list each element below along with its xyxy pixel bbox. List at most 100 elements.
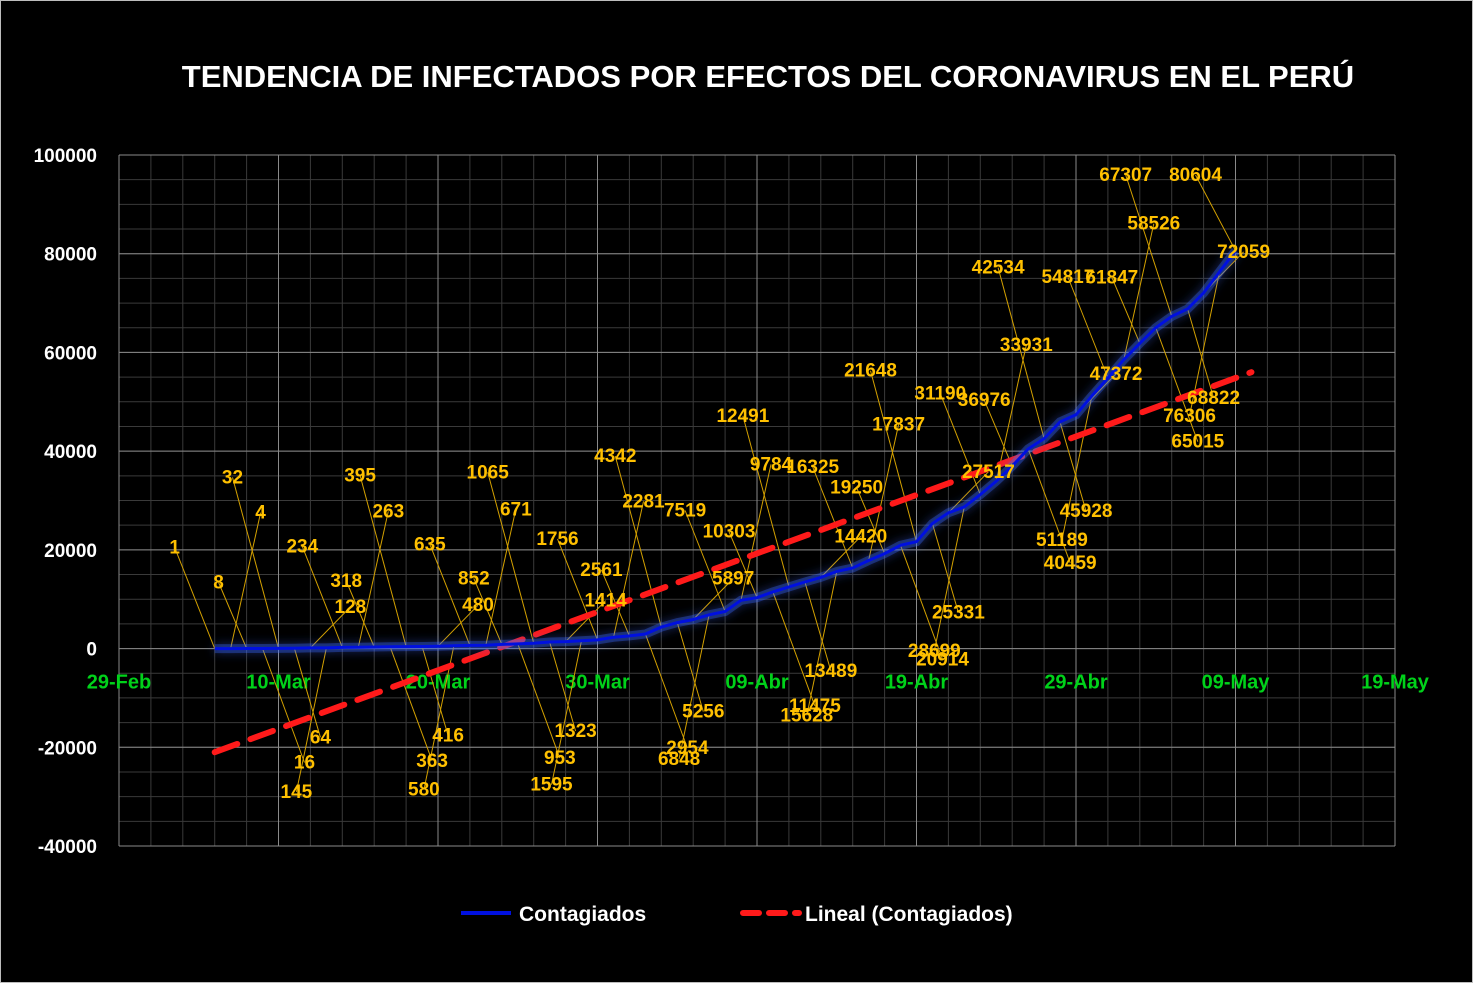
y-axis-ticks: 100000 80000 60000 40000 20000 0 -20000 -40000 [34, 146, 97, 858]
data-label: 14420 [834, 526, 887, 547]
y-tick-label: -40000 [38, 837, 97, 858]
y-tick-label: 20000 [44, 541, 97, 562]
data-label: 2561 [580, 560, 623, 581]
data-label: 61847 [1085, 267, 1138, 288]
legend-label-lineal: Lineal (Contagiados) [805, 903, 1013, 926]
data-label-leader [218, 582, 248, 649]
data-label-leader [644, 633, 688, 749]
data-label: 17837 [872, 415, 925, 436]
data-label: 2281 [622, 491, 665, 512]
data-label-leader [728, 531, 758, 598]
data-label: 1323 [554, 721, 596, 742]
data-label-leader [359, 475, 407, 647]
data-label-leader [856, 487, 886, 554]
data-label-leader [1125, 174, 1173, 317]
data-label-leader [232, 477, 279, 649]
data-label-leader [174, 547, 216, 649]
data-label-leader [804, 581, 832, 672]
x-tick-label: 10-Mar [246, 672, 311, 694]
y-tick-label: -20000 [38, 738, 97, 759]
x-tick-label: 30-Mar [565, 672, 630, 694]
data-label-leader [473, 578, 503, 645]
data-label-leader-lines [174, 174, 1244, 793]
data-label: 33931 [1000, 335, 1053, 356]
data-label: 363 [416, 751, 448, 772]
data-label: 4 [255, 503, 266, 524]
data-label: 28699 [908, 641, 961, 662]
data-label: 58526 [1127, 214, 1180, 235]
data-label: 40459 [1044, 553, 1097, 574]
data-label-leader [613, 501, 644, 638]
data-label: 852 [458, 568, 490, 589]
x-tick-label: 09-Abr [725, 672, 789, 694]
x-tick-label: 29-Feb [87, 672, 151, 694]
data-label-leader [995, 344, 1027, 482]
data-label: 13489 [804, 661, 857, 682]
y-tick-label: 40000 [44, 442, 97, 463]
x-tick-label: 20-Mar [406, 672, 471, 694]
data-label-leader [429, 544, 471, 646]
data-label: 7519 [664, 501, 706, 522]
data-label: 145 [281, 782, 313, 803]
data-label-leader [684, 510, 726, 612]
data-label: 20914 [916, 649, 969, 670]
data-label: 8 [213, 573, 224, 594]
data-label: 9784 [750, 454, 793, 475]
data-label: 51189 [1036, 530, 1088, 551]
data-label: 25331 [932, 603, 985, 624]
series-line-lineal-contagiados [211, 369, 1255, 756]
data-label-leader [565, 600, 606, 642]
legend: Contagiados Lineal (Contagiados) [461, 903, 1013, 926]
data-label-leader [557, 538, 598, 641]
data-label: 31190 [914, 384, 966, 405]
data-label: 72059 [1217, 242, 1270, 263]
y-tick-label: 60000 [44, 343, 97, 364]
data-labels: 1 4 8 16 32 64 128 145 234 263 318 363 395 416 480 580 6… [169, 165, 1270, 803]
x-tick-label: 09-May [1202, 672, 1271, 694]
data-label-leader [423, 645, 455, 790]
data-label: 47372 [1090, 364, 1143, 385]
data-label-leader [549, 641, 577, 732]
data-label: 42534 [972, 258, 1025, 279]
x-tick-label: 29-Abr [1044, 672, 1108, 694]
data-label-leader [868, 424, 900, 561]
data-label: 65015 [1171, 432, 1224, 453]
data-label-leader [870, 370, 917, 542]
data-label-leader [692, 578, 734, 620]
data-label: 416 [432, 726, 464, 747]
data-label: 80604 [1169, 165, 1222, 186]
data-label: 480 [462, 595, 494, 616]
data-label-leader [301, 546, 343, 648]
data-label: 128 [335, 597, 367, 618]
data-label-leader [1195, 174, 1236, 251]
data-label-leader [345, 580, 375, 648]
data-label-leader [740, 464, 772, 601]
data-label: 5897 [712, 569, 754, 590]
data-label: 6848 [658, 749, 700, 770]
y-tick-label: 100000 [34, 146, 97, 167]
data-label-leader [517, 643, 561, 759]
y-tick-label: 80000 [44, 245, 97, 266]
data-label-leader [812, 466, 854, 569]
data-label: 953 [544, 748, 576, 769]
series-lines [211, 247, 1255, 756]
data-label-leader [939, 393, 981, 495]
data-label-leader [1187, 308, 1215, 399]
major-grid [118, 154, 1396, 847]
data-label-leader [485, 509, 517, 646]
data-label: 1065 [467, 462, 510, 483]
data-label: 54817 [1041, 267, 1094, 288]
legend-label-contagiados: Contagiados [519, 903, 646, 926]
data-label-leader [1155, 327, 1199, 442]
data-label: 1595 [530, 775, 573, 796]
data-label-leader [551, 640, 582, 785]
series-line-contagiados [214, 249, 1237, 651]
data-label: 19250 [830, 478, 883, 499]
data-label: 10303 [703, 522, 756, 543]
data-label-leader [676, 622, 704, 712]
data-label-leader [293, 648, 321, 738]
data-label-leader [1067, 276, 1109, 379]
data-label: 234 [286, 536, 318, 557]
